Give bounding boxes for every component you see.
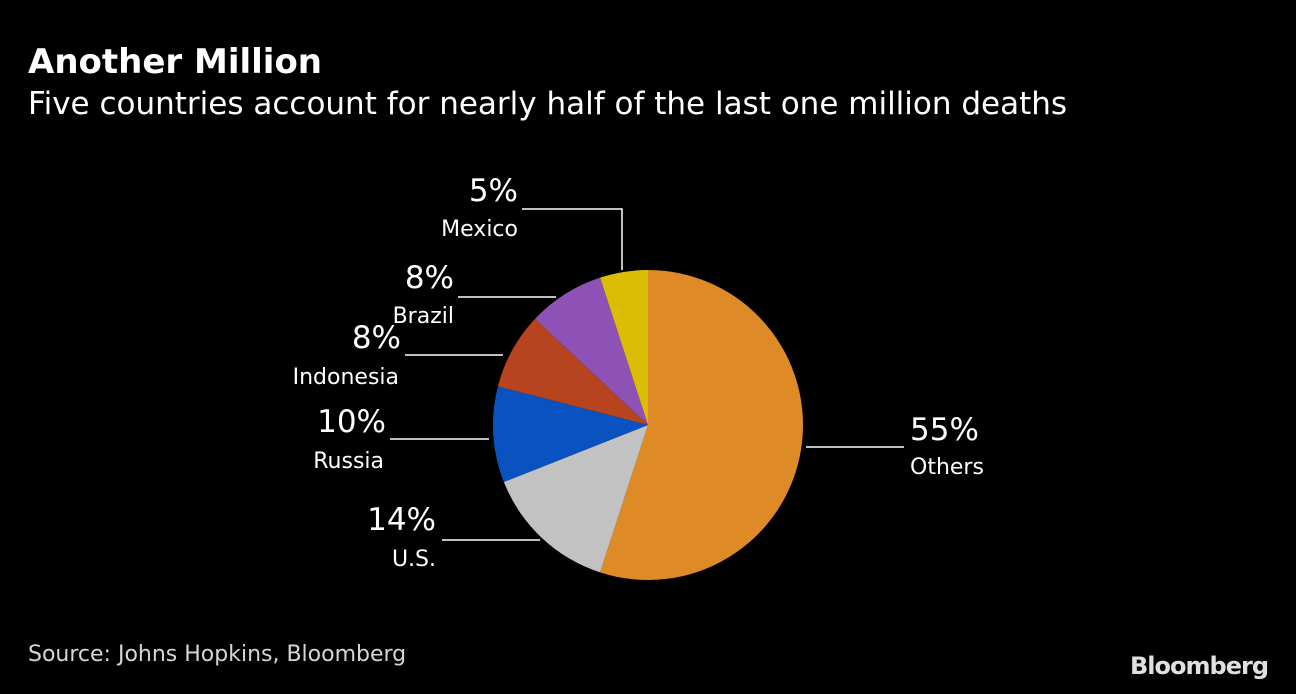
data-label-category: U.S. [392,547,436,572]
pie-slice-russia [492,386,648,483]
chart-title: Another Million [28,42,323,82]
pie-slice-others [600,270,803,581]
pie-slice-indonesia [497,318,648,425]
data-label-percent: 10% [317,404,386,440]
source-note: Source: Johns Hopkins, Bloomberg [28,642,407,667]
bloomberg-logo: Bloomberg [1130,652,1269,680]
leader-line [522,208,623,270]
data-label-percent: 8% [352,320,401,356]
data-label-category: Others [910,455,984,480]
pie-slice-brazil [535,277,648,425]
data-label-percent: 14% [367,502,436,538]
data-label-category: Mexico [441,217,518,242]
pie-slice-us [503,425,648,573]
data-label-percent: 5% [469,173,518,209]
data-label-category: Brazil [393,304,454,329]
data-label-category: Indonesia [293,365,399,390]
pie-slice-mexico [600,270,648,425]
chart-subtitle: Five countries account for nearly half o… [28,86,1068,122]
data-label-percent: 55% [910,412,979,448]
data-label-category: Russia [313,449,384,474]
data-label-percent: 8% [405,260,454,296]
